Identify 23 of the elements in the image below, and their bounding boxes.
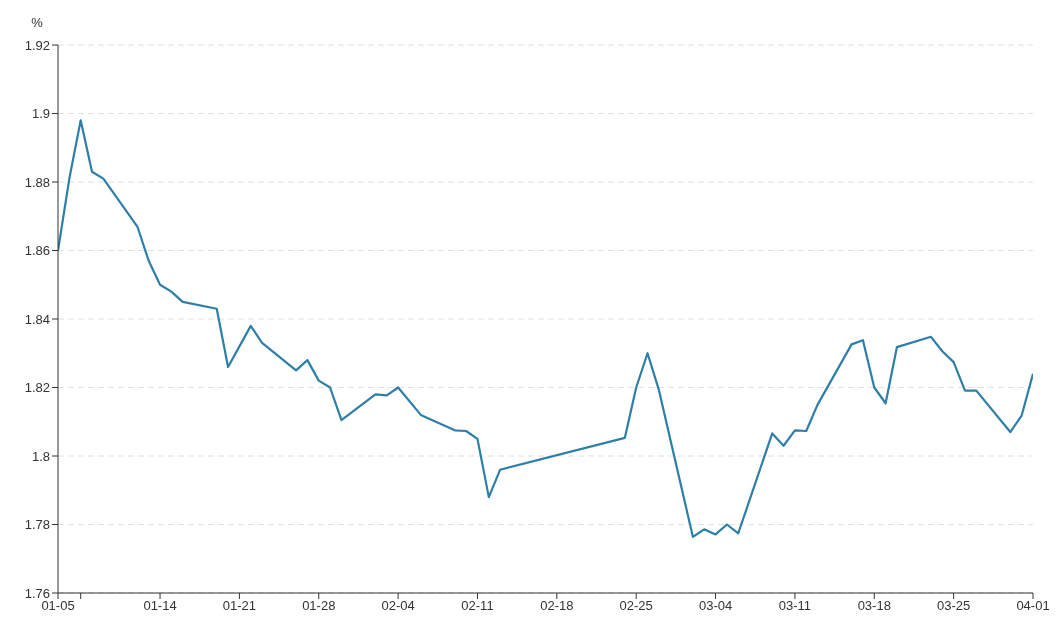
- y-tick-label: 1.92: [24, 37, 50, 53]
- y-tick-label: 1.82: [24, 380, 50, 396]
- y-axis-title: %: [31, 15, 44, 30]
- y-tick-label: 1.86: [24, 243, 50, 259]
- x-tick-label: 02-25: [619, 598, 653, 614]
- x-tick-label: 01-05: [41, 598, 75, 614]
- x-tick-label: 03-25: [937, 598, 971, 614]
- x-tick-label: 02-11: [461, 598, 494, 614]
- x-tick-label: 03-11: [778, 598, 812, 614]
- x-tick-label: 01-28: [302, 598, 336, 614]
- y-tick-label: 1.9: [31, 106, 50, 122]
- x-tick-label: 01-14: [143, 598, 177, 614]
- y-tick-label: 1.78: [24, 517, 50, 533]
- x-tick-label: 04-01: [1016, 598, 1050, 614]
- x-tick-label: 03-18: [857, 598, 891, 614]
- x-tick-label: 01-21: [222, 598, 257, 614]
- x-tick-label: 02-04: [381, 598, 415, 614]
- y-tick-label: 1.76: [24, 585, 50, 601]
- x-tick-label: 02-18: [540, 598, 574, 614]
- y-tick-label: 1.88: [24, 174, 50, 190]
- x-tick-label: 03-04: [698, 598, 733, 614]
- y-tick-label: 1.84: [24, 311, 50, 327]
- y-tick-label: 1.8: [31, 448, 50, 464]
